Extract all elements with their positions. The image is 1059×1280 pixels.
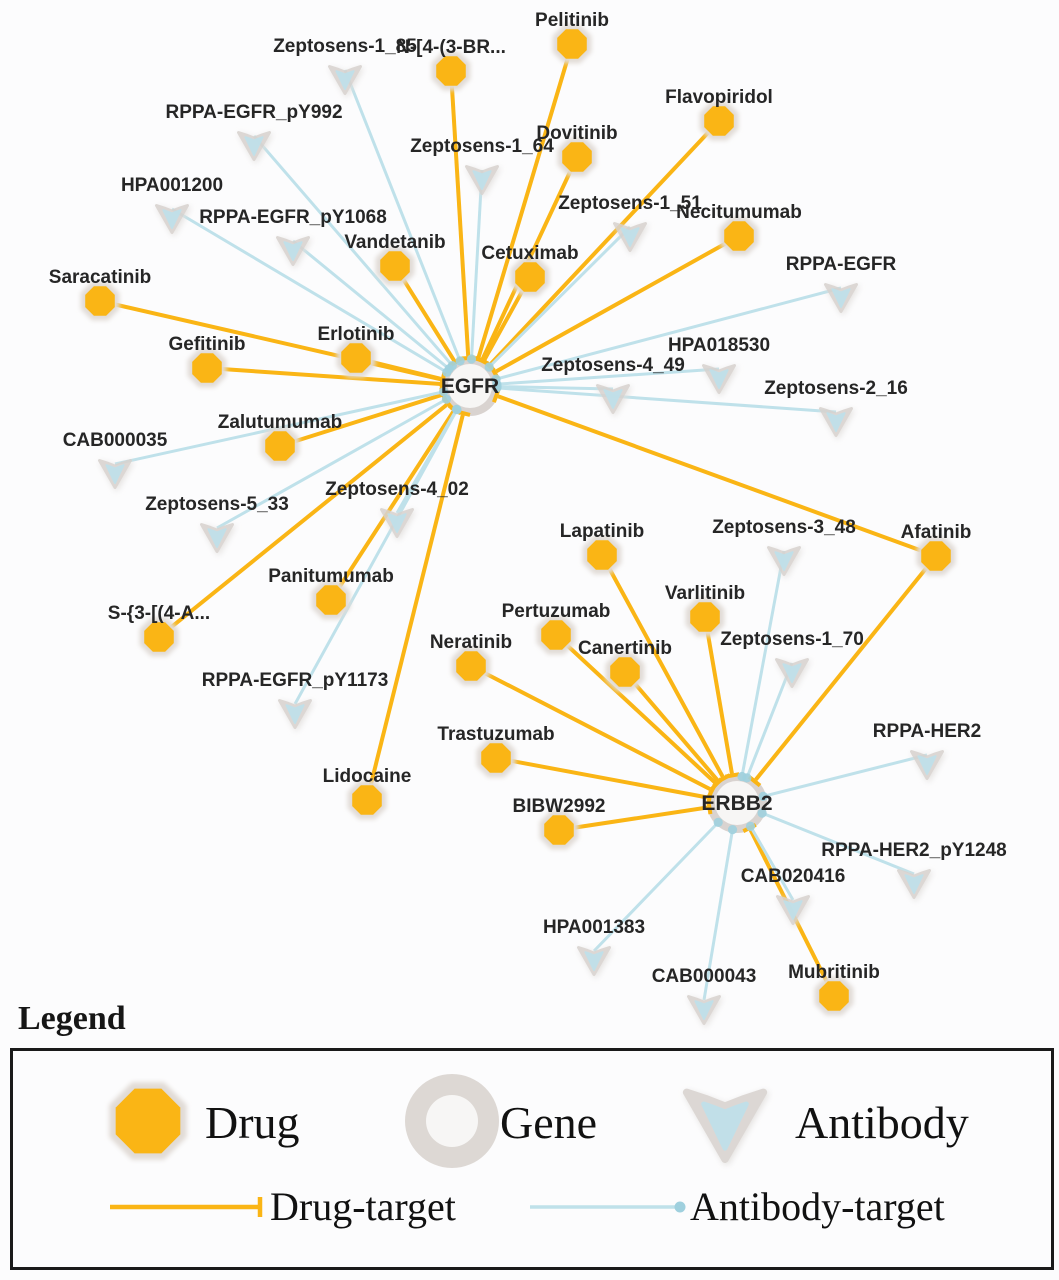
svg-text:Antibody-target: Antibody-target xyxy=(690,1184,945,1229)
svg-text:Drug: Drug xyxy=(205,1097,300,1148)
svg-text:Drug-target: Drug-target xyxy=(270,1184,456,1229)
svg-text:Antibody: Antibody xyxy=(795,1097,969,1148)
svg-text:Gene: Gene xyxy=(500,1097,597,1148)
